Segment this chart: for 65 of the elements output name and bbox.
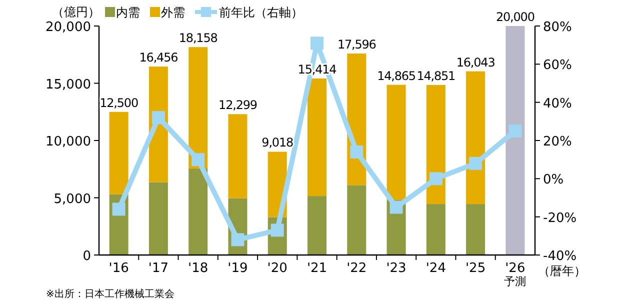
y2-tick-label: 80% [543, 20, 572, 35]
total-label: 12,299 [218, 98, 257, 112]
point [310, 36, 324, 50]
total-label: 16,456 [139, 50, 178, 65]
text: ※出所：日本工作機械工業会 [46, 288, 174, 300]
x-tick-label: '16 [108, 261, 129, 276]
y2-tick-label: -20% [543, 210, 577, 226]
y-tick-label: 15,000 [46, 77, 91, 92]
bar [347, 185, 366, 255]
total-label: 14,851 [416, 68, 456, 83]
y2-tick-label: 0% [543, 172, 564, 188]
y-tick-label: 0 [82, 249, 91, 264]
x-tick-label: '23 [386, 261, 406, 276]
y2-tick-label: 60% [543, 58, 572, 74]
y-tick-label: 10,000 [46, 134, 91, 150]
point [152, 111, 165, 124]
point [192, 153, 205, 166]
y2-tick-label: 40% [543, 96, 572, 112]
bar [466, 71, 486, 204]
x-tick-label: '22 [346, 261, 367, 276]
total-label: 18,158 [178, 31, 218, 46]
point [429, 172, 442, 186]
point [112, 202, 126, 216]
bar [308, 78, 326, 196]
total-label: 14,865 [377, 68, 416, 83]
bar [506, 26, 525, 255]
bar [308, 196, 326, 255]
x-tick-label: '19 [228, 261, 248, 276]
x-tick-label: '26 [505, 261, 526, 276]
total-label: 17,596 [337, 38, 376, 52]
point [469, 156, 482, 170]
bar [188, 168, 208, 255]
y-axis-title: （億円） [52, 5, 100, 19]
x-tick-label: '17 [148, 261, 169, 276]
total-label: 16,043 [456, 55, 495, 70]
legend-label: 外需 [161, 6, 185, 20]
text: 予測 [504, 275, 526, 288]
point [350, 145, 364, 158]
bar [148, 182, 168, 255]
total-label: 9,018 [262, 136, 294, 150]
x-tick-label: '18 [188, 261, 208, 276]
y2-tick-label: -40% [543, 249, 577, 264]
x-tick-label: '21 [306, 261, 328, 276]
bar [109, 112, 128, 194]
x-tick-label: '20 [267, 261, 288, 276]
total-label: 12,500 [100, 96, 138, 110]
bar [426, 84, 446, 204]
legend-label: 前年比（右軸） [219, 6, 303, 20]
bar [188, 47, 208, 169]
x-tick-label: '25 [465, 261, 486, 276]
y-tick-label: 5,000 [54, 192, 91, 207]
point [508, 124, 522, 138]
x-tick-label: '24 [426, 261, 446, 276]
bar [386, 84, 406, 200]
x-axis-title: （暦年） [538, 264, 586, 278]
total-label: 20,000 [496, 10, 534, 24]
total-label: 15,414 [298, 62, 336, 77]
point [231, 233, 244, 246]
bar [466, 204, 486, 255]
y2-tick-label: 20% [543, 134, 572, 150]
bar [228, 114, 248, 198]
point [390, 200, 403, 214]
legend-label: 内需 [116, 6, 140, 20]
y-tick-label: 20,000 [46, 20, 91, 35]
bar [426, 204, 446, 255]
